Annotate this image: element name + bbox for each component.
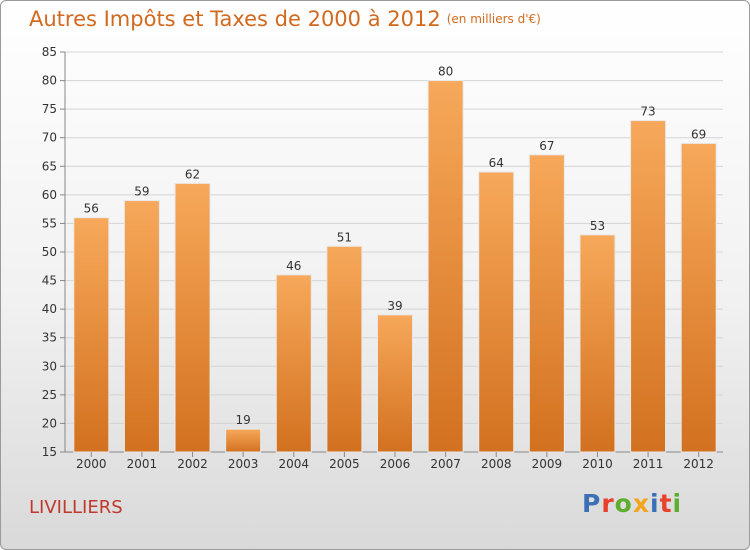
y-tick-label: 85	[42, 45, 57, 59]
data-label: 73	[640, 105, 655, 119]
y-tick-label: 65	[42, 159, 57, 173]
bar-2011	[631, 121, 666, 452]
data-label: 80	[438, 65, 453, 79]
logo-letter: i	[673, 489, 683, 518]
y-tick-label: 35	[42, 331, 57, 345]
x-axis: 2000 2001 2002 2003 2004 2005 2006 2007 2008 2009…	[76, 452, 714, 471]
bar-2004	[276, 275, 311, 452]
x-tick-label: 2006	[380, 457, 411, 471]
bar-2012	[681, 143, 716, 452]
bar-2003	[226, 429, 261, 452]
data-label: 62	[185, 167, 200, 181]
y-tick-label: 75	[42, 102, 57, 116]
x-tick-label: 2011	[633, 457, 664, 471]
x-tick-label: 2002	[177, 457, 208, 471]
logo-letter: t	[660, 489, 673, 518]
y-tick-label: 55	[42, 216, 57, 230]
y-tick-label: 60	[42, 188, 57, 202]
logo-letter: i	[650, 489, 660, 518]
x-tick-label: 2004	[278, 457, 309, 471]
x-tick-label: 2007	[430, 457, 461, 471]
logo-letter: r	[601, 489, 614, 518]
y-tick-label: 20	[42, 416, 57, 430]
logo-letter: o	[615, 489, 633, 518]
logo-letter: P	[582, 489, 601, 518]
data-label: 51	[337, 230, 352, 244]
data-label: 53	[590, 219, 605, 233]
x-tick-label: 2009	[532, 457, 563, 471]
x-tick-label: 2005	[329, 457, 360, 471]
data-label: 69	[691, 127, 706, 141]
data-label: 56	[84, 202, 99, 216]
bars	[74, 81, 716, 452]
y-tick-label: 25	[42, 388, 57, 402]
y-tick-label: 45	[42, 274, 57, 288]
y-tick-label: 30	[42, 359, 57, 373]
bar-2007	[428, 81, 463, 452]
data-label: 19	[236, 413, 251, 427]
y-tick-label: 50	[42, 245, 57, 259]
bar-2001	[124, 201, 159, 452]
bar-2000	[74, 218, 109, 452]
data-label: 46	[286, 259, 301, 273]
data-label: 67	[539, 139, 554, 153]
y-tick-label: 15	[42, 445, 57, 459]
bar-2006	[378, 315, 413, 452]
bar-2002	[175, 183, 210, 452]
x-tick-label: 2008	[481, 457, 512, 471]
x-tick-label: 2012	[683, 457, 714, 471]
x-tick-label: 2010	[582, 457, 613, 471]
x-tick-label: 2000	[76, 457, 107, 471]
logo-letter: x	[633, 489, 650, 518]
x-tick-label: 2003	[228, 457, 259, 471]
data-label: 39	[387, 299, 402, 313]
data-label: 64	[489, 156, 504, 170]
proxiti-logo: Proxiti	[582, 489, 682, 518]
y-tick-label: 70	[42, 131, 57, 145]
data-label: 59	[134, 185, 149, 199]
y-tick-label: 80	[42, 74, 57, 88]
bar-2010	[580, 235, 615, 452]
bar-2009	[529, 155, 564, 452]
x-tick-label: 2001	[127, 457, 158, 471]
bar-2008	[479, 172, 514, 452]
bar-2005	[327, 246, 362, 452]
y-tick-label: 40	[42, 302, 57, 316]
city-name: LIVILLIERS	[29, 497, 123, 518]
